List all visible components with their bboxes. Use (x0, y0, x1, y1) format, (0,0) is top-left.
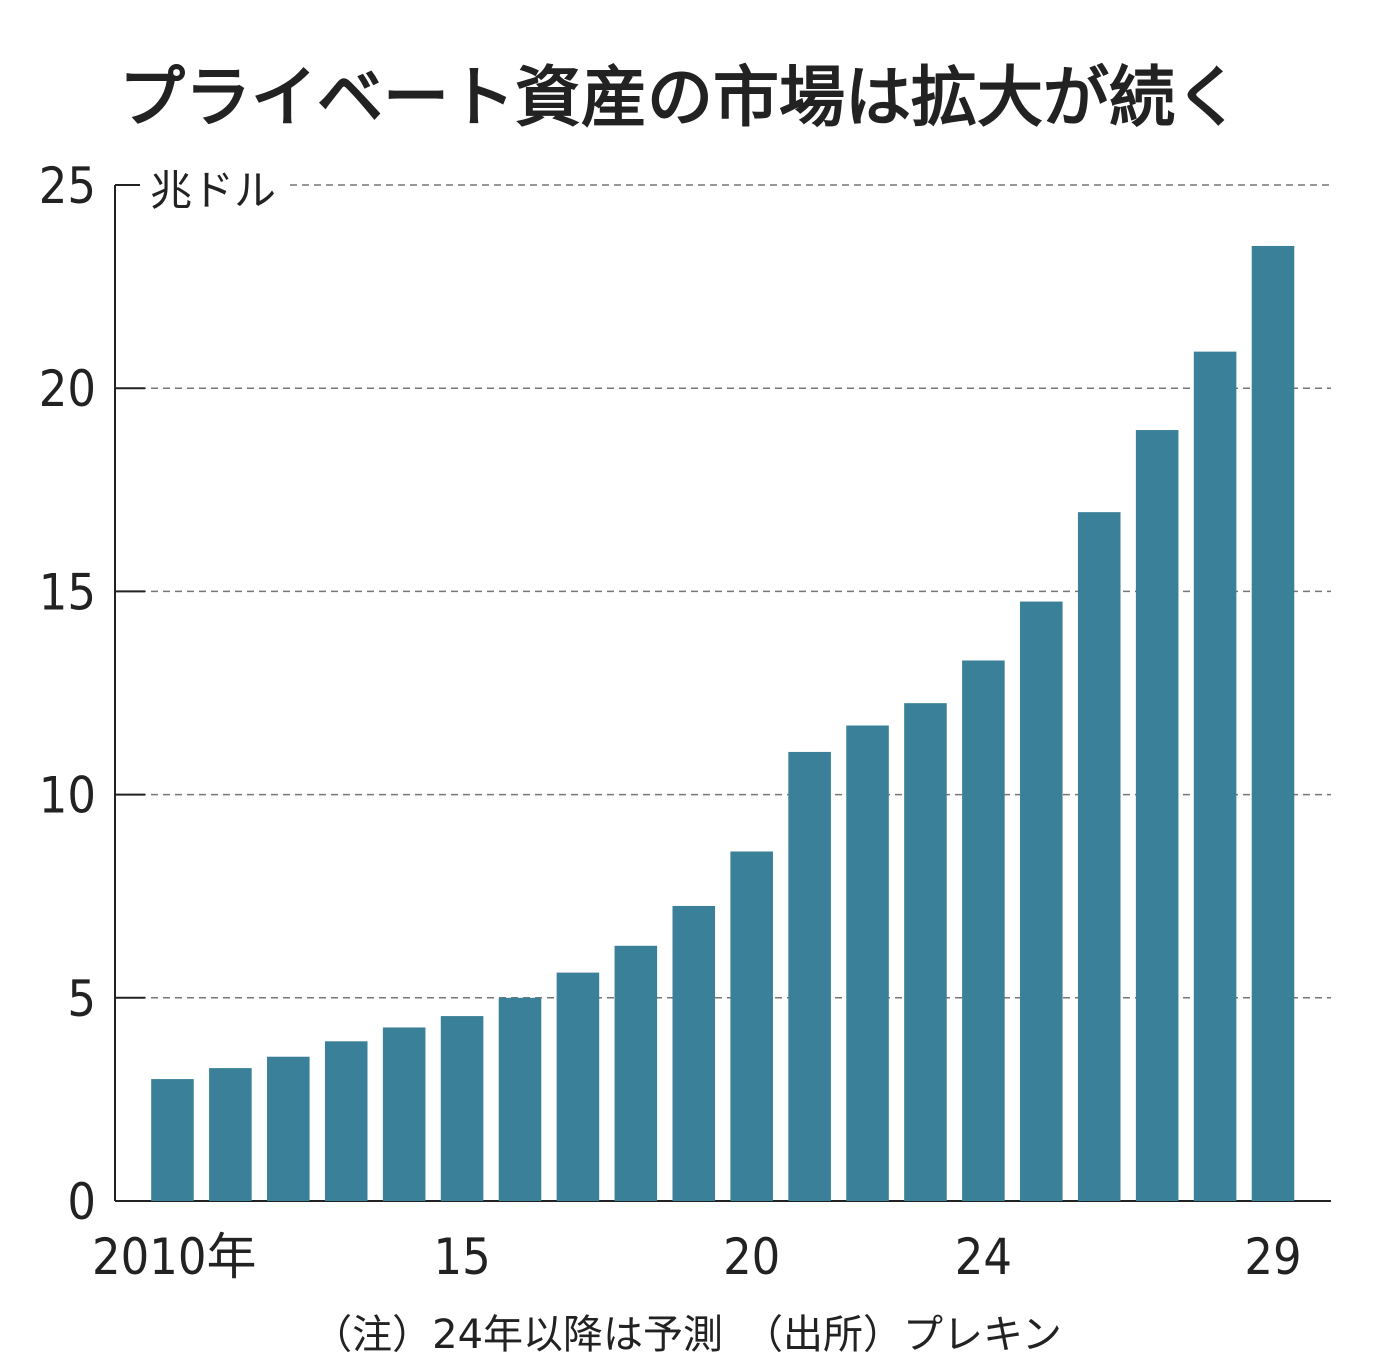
y-tick-label: 15 (39, 563, 96, 621)
bar-2014 (382, 1027, 426, 1201)
y-tick-label: 25 (39, 157, 96, 215)
bar-2019 (672, 905, 716, 1201)
y-tick-label: 5 (67, 970, 96, 1028)
footnote: （注）24年以降は予測 （出所）プレキン (312, 1312, 1062, 1358)
bar-2018 (614, 945, 658, 1201)
x-tick-label: 2010年 (92, 1228, 256, 1286)
bar-2017 (556, 972, 600, 1201)
bar-2027 (1135, 430, 1179, 1201)
x-axis-ticks: 2010年 15 20 24 29 (92, 1228, 1302, 1286)
x-tick-label: 15 (433, 1228, 490, 1286)
bar-2021 (788, 751, 831, 1201)
x-tick-label: 24 (955, 1228, 1012, 1286)
bar-2013 (324, 1041, 368, 1201)
bar-2011 (209, 1068, 252, 1201)
y-tick-label: 20 (39, 360, 96, 418)
unit-label: 兆ドル (150, 166, 276, 215)
bar-2025 (1020, 601, 1063, 1201)
bar-2028 (1193, 351, 1237, 1201)
bar-2026 (1077, 512, 1121, 1201)
grid-lines (115, 184, 1331, 999)
chart-title: プライベート資産の市場は拡大が続く (119, 59, 1241, 136)
bar-2020 (730, 851, 773, 1201)
bar-2010 (151, 1079, 194, 1201)
bar-2012 (267, 1056, 310, 1201)
bar-2015 (440, 1016, 484, 1201)
x-tick-label: 20 (723, 1228, 780, 1286)
y-tick-label: 10 (39, 767, 96, 825)
bars (151, 245, 1295, 1201)
bar-2024 (962, 660, 1005, 1201)
bar-2022 (846, 725, 889, 1201)
bar-2029 (1251, 245, 1295, 1201)
bar-2023 (904, 703, 947, 1201)
y-axis-ticks: 0 5 10 15 20 25 (39, 157, 145, 1231)
x-tick-label: 29 (1244, 1228, 1301, 1286)
y-tick-label: 0 (67, 1173, 96, 1231)
bar-2016 (498, 997, 542, 1201)
